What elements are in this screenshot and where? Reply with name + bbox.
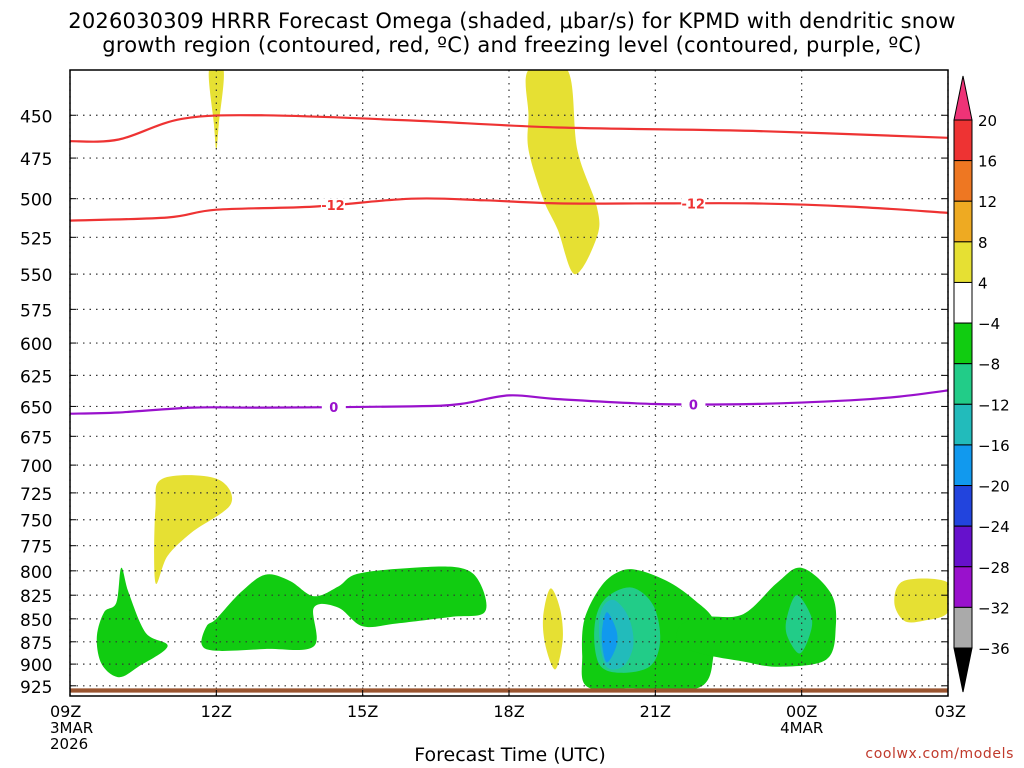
y-tick-label: 675 xyxy=(20,428,52,448)
colorbar-label: −32 xyxy=(978,599,1010,617)
y-tick-label: 650 xyxy=(20,398,52,418)
colorbar-bin xyxy=(953,525,973,568)
shaded-region-green-center xyxy=(201,566,487,651)
x-tick-label: 21Z xyxy=(640,702,671,721)
chart-title-line-1: 2026030309 HRRR Forecast Omega (shaded, … xyxy=(68,9,956,33)
contour-label-bg xyxy=(681,397,706,412)
colorbar-label: −28 xyxy=(978,559,1010,577)
colorbar-label: −36 xyxy=(978,640,1010,658)
colorbar-label: −4 xyxy=(978,315,1000,333)
shaded-region-yellow-top-plume xyxy=(525,70,600,275)
contour-label: 0 xyxy=(689,399,698,414)
y-axis: 450 475 500 525 550 575 600 625 650 675 700 725 750 7… xyxy=(20,107,948,698)
colorbar-label: −20 xyxy=(978,478,1010,496)
y-tick-label: 900 xyxy=(20,656,52,676)
x-tick-label: 03Z xyxy=(935,702,966,721)
colorbar-label: −24 xyxy=(978,518,1010,536)
contour-label: -12 xyxy=(321,199,345,214)
x-tick-label: 09Z xyxy=(50,702,81,721)
shaded-region-yellow-right xyxy=(894,578,948,623)
colorbar: 20 16 12 8 4 −4 −8 −12 −16 −20 −24 −28 −32 −36 xyxy=(953,75,1010,693)
colorbar-label: −12 xyxy=(978,396,1010,414)
colorbar-label: 20 xyxy=(978,112,997,130)
colorbar-bin xyxy=(953,322,973,365)
shaded-region-yellow-bottom-center xyxy=(542,588,563,670)
colorbar-bin xyxy=(953,485,973,527)
shaded-region-blue-core xyxy=(601,612,618,663)
colorbar-label: −8 xyxy=(978,356,1000,374)
colorbar-bin xyxy=(953,200,973,243)
contour-label-bg xyxy=(321,400,346,415)
y-tick-label: 725 xyxy=(20,485,52,505)
y-tick-label: 450 xyxy=(20,107,52,127)
colorbar-bin xyxy=(953,566,973,608)
contour-label-bg xyxy=(320,198,345,213)
colorbar-bin xyxy=(953,281,973,324)
y-tick-label: 625 xyxy=(20,367,52,387)
colorbar-label: 16 xyxy=(978,153,997,171)
x-tick-label: 00Z xyxy=(786,702,817,721)
colorbar-label: 12 xyxy=(978,193,997,211)
x-tick-sublabel: 3MAR xyxy=(50,719,93,737)
x-tick-label: 15Z xyxy=(347,702,378,721)
contour-label: 0 xyxy=(329,401,338,416)
colorbar-bin xyxy=(953,444,973,487)
y-tick-label: 800 xyxy=(20,563,52,583)
omega-shading xyxy=(96,70,948,691)
contour-dendritic-lower xyxy=(70,197,948,222)
colorbar-top-tip xyxy=(953,75,973,121)
y-tick-label: 500 xyxy=(20,191,52,211)
x-tick-sublabel: 4MAR xyxy=(780,719,823,737)
y-tick-label: 925 xyxy=(20,678,52,698)
shaded-region-yellow-top-thin xyxy=(208,70,224,150)
y-tick-label: 850 xyxy=(20,611,52,631)
y-tick-label: 775 xyxy=(20,538,52,558)
y-tick-label: 550 xyxy=(20,266,52,286)
y-tick-label: 575 xyxy=(20,301,52,321)
y-tick-label: 525 xyxy=(20,229,52,249)
y-tick-label: 825 xyxy=(20,587,52,607)
x-tick-label: 12Z xyxy=(201,702,232,721)
contours: -12 -12 0 0 xyxy=(70,114,948,416)
shaded-region-teal-right xyxy=(785,595,813,654)
colorbar-label: 8 xyxy=(978,234,988,252)
y-tick-label: 700 xyxy=(20,457,52,477)
contour-dendritic-upper xyxy=(70,114,948,143)
colorbar-label: 4 xyxy=(978,274,988,292)
colorbar-bin xyxy=(953,241,973,283)
y-tick-label: 750 xyxy=(20,512,52,532)
colorbar-bin xyxy=(953,403,973,446)
shaded-region-yellow-mid-left xyxy=(154,475,233,585)
colorbar-bottom-tip xyxy=(953,647,973,693)
colorbar-bin xyxy=(953,160,973,202)
chart-title-line-2: growth region (contoured, red, ºC) and f… xyxy=(102,33,922,57)
contour-label-bg xyxy=(681,196,706,211)
colorbar-bin xyxy=(953,606,973,649)
credit-link[interactable]: coolwx.com/models xyxy=(865,746,1014,762)
x-tick-sublabel: 2026 xyxy=(50,735,88,753)
y-tick-label: 600 xyxy=(20,335,52,355)
x-tick-label: 18Z xyxy=(493,702,524,721)
y-tick-label: 475 xyxy=(20,150,52,170)
shaded-region-green-left xyxy=(96,567,168,678)
y-tick-label: 875 xyxy=(20,634,52,654)
colorbar-bin xyxy=(953,119,973,162)
x-axis-label: Forecast Time (UTC) xyxy=(414,744,606,766)
contour-freezing-level xyxy=(70,389,948,415)
colorbar-bin xyxy=(953,363,973,405)
contour-label: -12 xyxy=(681,197,705,212)
colorbar-label: −16 xyxy=(978,437,1010,455)
